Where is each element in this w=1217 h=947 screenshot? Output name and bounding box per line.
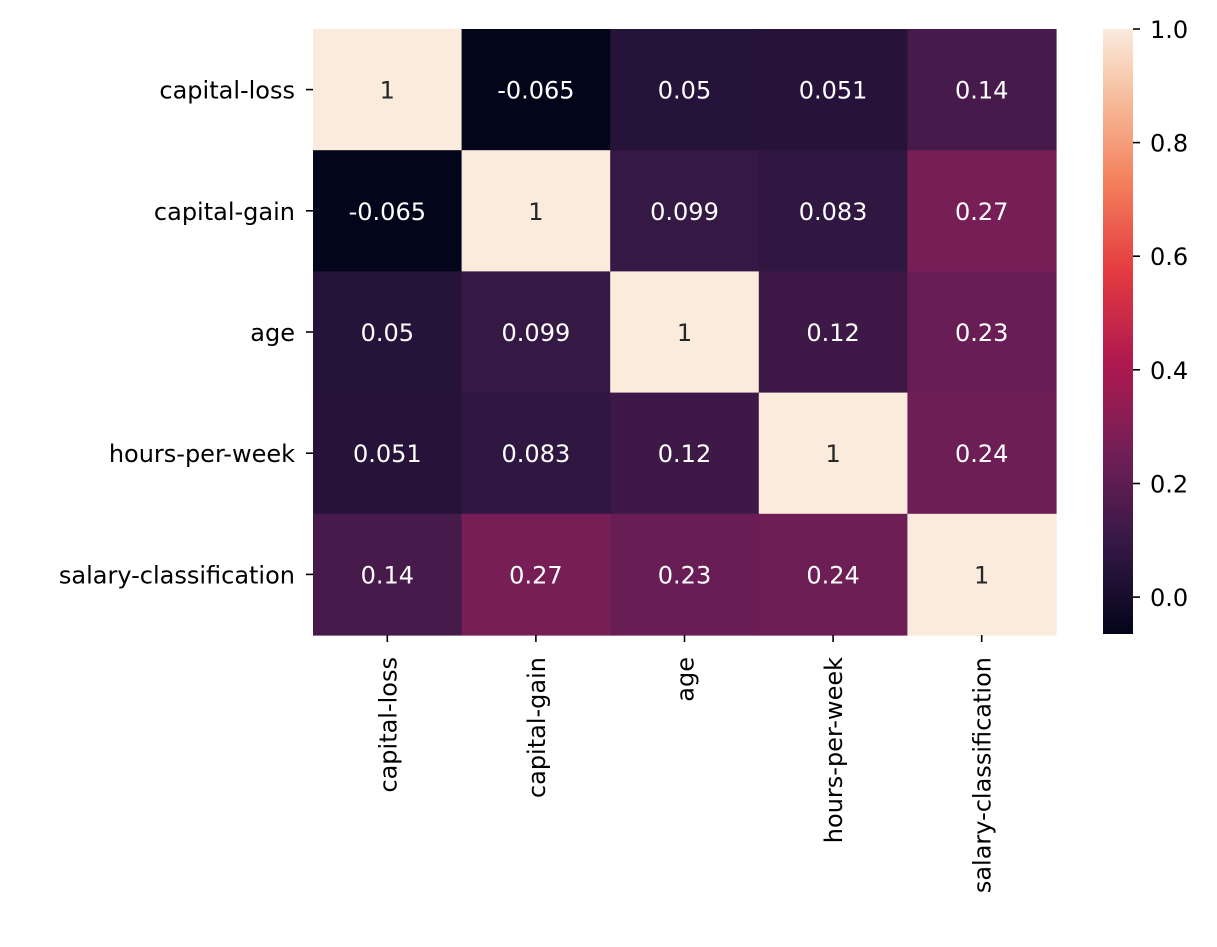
cell-value-label: 0.27 — [955, 198, 1008, 226]
colorbar-tick-label: 0.0 — [1150, 584, 1188, 612]
cell-value-label: 0.05 — [658, 77, 711, 105]
cell-value-label: 1 — [825, 440, 840, 468]
heatmap-cell — [907, 271, 1057, 394]
x-tick-label: capital-loss — [374, 657, 402, 793]
cell-value-label: 0.23 — [658, 561, 711, 589]
heatmap-cell — [758, 150, 908, 272]
heatmap-cell — [461, 392, 611, 515]
heatmap-cell — [313, 150, 463, 272]
x-axis: capital-loss capital-gain age hours-per-wee… — [374, 635, 997, 893]
cell-value-label: 0.27 — [509, 561, 562, 589]
cell-value-label: -0.065 — [349, 198, 426, 226]
cell-value-label: 1 — [974, 561, 989, 589]
heatmap-cell — [461, 513, 611, 636]
cell-value-label: 0.14 — [361, 561, 414, 589]
y-axis: capital-loss capital-gain age hours-per-wee… — [59, 77, 313, 589]
heatmap-cells — [313, 29, 1057, 636]
x-tick-label: age — [672, 657, 700, 702]
heatmap-cell — [907, 29, 1057, 151]
heatmap-cell — [610, 513, 760, 636]
y-tick-label: capital-loss — [159, 77, 295, 105]
x-tick-label: capital-gain — [523, 657, 551, 798]
cell-value-label: 0.05 — [361, 319, 414, 347]
cell-value-label: 1 — [677, 319, 692, 347]
heatmap-cell — [758, 392, 908, 515]
heatmap-cell — [313, 392, 463, 515]
heatmap-cell — [610, 150, 760, 272]
heatmap-cell-labels: 1 -0.065 0.05 0.051 0.14-0.065 1 0.099 0.083 0.2… — [349, 77, 1009, 590]
heatmap-cell — [907, 150, 1057, 272]
cell-value-label: 0.24 — [806, 561, 859, 589]
y-tick-label: hours-per-week — [109, 440, 295, 468]
cell-value-label: 0.083 — [502, 440, 571, 468]
colorbar-tick-label: 0.8 — [1150, 130, 1188, 158]
y-tick-label: salary-classification — [59, 561, 295, 589]
cell-value-label: 0.099 — [502, 319, 571, 347]
cell-value-label: 0.24 — [955, 440, 1008, 468]
cell-value-label: 0.051 — [799, 77, 868, 105]
cell-value-label: -0.065 — [497, 77, 574, 105]
colorbar-tick-label: 1.0 — [1150, 16, 1188, 44]
colorbar-gradient — [1103, 29, 1133, 634]
heatmap-cell — [610, 271, 760, 394]
heatmap-cell — [461, 150, 611, 272]
heatmap-cell — [313, 29, 463, 151]
heatmap-cell — [907, 513, 1057, 636]
heatmap-cell — [610, 392, 760, 515]
heatmap-cell — [610, 29, 760, 151]
cell-value-label: 0.099 — [650, 198, 719, 226]
x-tick-label: hours-per-week — [820, 657, 848, 843]
cell-value-label: 0.23 — [955, 319, 1008, 347]
cell-value-label: 0.14 — [955, 77, 1008, 105]
heatmap-cell — [461, 29, 611, 151]
y-tick-label: age — [250, 319, 295, 347]
heatmap-cell — [313, 513, 463, 636]
cell-value-label: 0.051 — [353, 440, 422, 468]
cell-value-label: 1 — [380, 77, 395, 105]
colorbar-tick-label: 0.2 — [1150, 471, 1188, 499]
cell-value-label: 0.083 — [799, 198, 868, 226]
cell-value-label: 0.12 — [806, 319, 859, 347]
colorbar: 0.0 0.2 0.4 0.6 0.8 1.0 — [1103, 16, 1188, 634]
heatmap-cell — [907, 392, 1057, 515]
x-tick-label: salary-classification — [969, 657, 997, 893]
colorbar-tick-label: 0.6 — [1150, 243, 1188, 271]
cell-value-label: 0.12 — [658, 440, 711, 468]
y-tick-label: capital-gain — [154, 198, 295, 226]
colorbar-tick-label: 0.4 — [1150, 357, 1188, 385]
heatmap-cell — [758, 271, 908, 394]
heatmap-cell — [758, 29, 908, 151]
heatmap-cell — [758, 513, 908, 636]
heatmap-cell — [461, 271, 611, 394]
heatmap-cell — [313, 271, 463, 394]
cell-value-label: 1 — [528, 198, 543, 226]
